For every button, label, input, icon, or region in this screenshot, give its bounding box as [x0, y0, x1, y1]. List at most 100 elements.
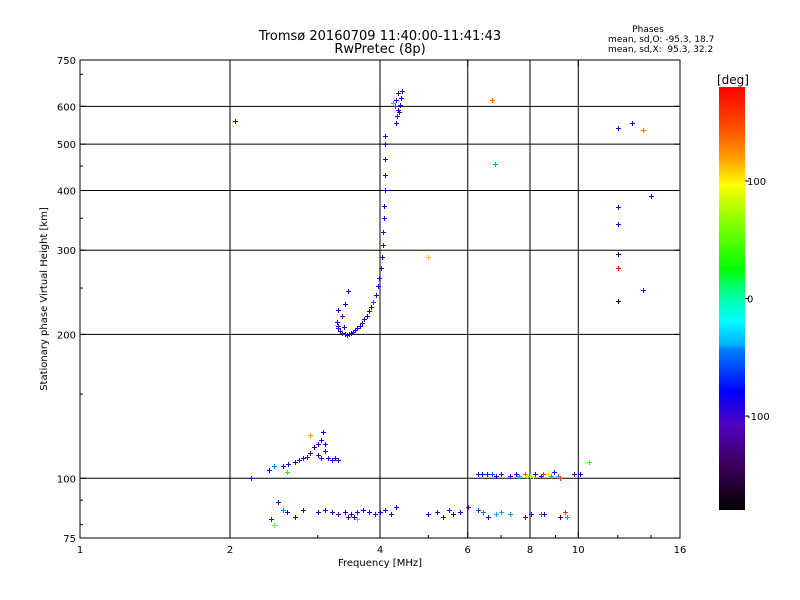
- data-point-v: [303, 508, 304, 513]
- data-point-v: [338, 324, 339, 329]
- data-point-v: [235, 119, 236, 124]
- colorbar: [719, 87, 745, 510]
- data-point: [490, 472, 495, 477]
- data-point: [276, 500, 281, 505]
- data-point-v: [335, 456, 336, 461]
- data-point: [373, 512, 378, 517]
- data-point: [383, 508, 388, 513]
- data-point-v: [391, 512, 392, 517]
- x-axis-label: Frequency [MHz]: [338, 558, 422, 569]
- data-point: [394, 121, 399, 126]
- data-point: [353, 328, 358, 333]
- data-point-v: [351, 512, 352, 517]
- data-point: [323, 449, 328, 454]
- data-point: [587, 460, 592, 465]
- data-point: [490, 98, 495, 103]
- data-point-v: [385, 134, 386, 139]
- data-point-v: [385, 142, 386, 147]
- data-point-v: [342, 314, 343, 319]
- data-point-v: [396, 121, 397, 126]
- data-point: [399, 96, 404, 101]
- y-tick-label: 100: [57, 474, 76, 485]
- data-point-v: [527, 474, 528, 479]
- data-point: [369, 305, 374, 310]
- data-point-v: [354, 515, 355, 520]
- data-point-v: [385, 157, 386, 162]
- x-tick-label: 1: [77, 545, 83, 556]
- data-point: [517, 474, 522, 479]
- data-point: [400, 89, 405, 94]
- axis-ticks: 1 2 4 6 8 10 16 75 100 200 300 400 500 600 750: [57, 56, 686, 556]
- data-point: [336, 458, 341, 463]
- data-point-v: [519, 474, 520, 479]
- data-point: [351, 330, 356, 335]
- data-point: [383, 142, 388, 147]
- data-point-v: [283, 508, 284, 513]
- data-point: [379, 266, 384, 271]
- data-point: [529, 512, 534, 517]
- data-point: [397, 110, 402, 115]
- data-point-v: [274, 523, 275, 528]
- data-point: [451, 512, 456, 517]
- data-point: [330, 510, 335, 515]
- data-point: [649, 194, 654, 199]
- data-point-v: [332, 458, 333, 463]
- data-point-v: [574, 472, 575, 477]
- data-point-v: [548, 472, 549, 477]
- data-point: [323, 442, 328, 447]
- data-point: [343, 302, 348, 307]
- y-tick-label: 400: [57, 186, 76, 197]
- data-point-v: [355, 328, 356, 333]
- data-point: [326, 456, 331, 461]
- data-point: [525, 474, 530, 479]
- data-point-v: [560, 476, 561, 481]
- chart-title: Tromsø 20160709 11:40:00-11:41:43: [258, 29, 501, 44]
- data-points: [233, 89, 654, 528]
- data-point: [316, 510, 321, 515]
- data-point-v: [535, 472, 536, 477]
- data-point-v: [460, 510, 461, 515]
- data-point: [301, 456, 306, 461]
- data-point-v: [363, 508, 364, 513]
- data-point: [316, 442, 321, 447]
- data-point: [272, 523, 277, 528]
- data-point: [352, 515, 357, 520]
- data-point-v: [492, 98, 493, 103]
- colorbar-tick-label: -100: [747, 412, 770, 423]
- data-point: [558, 515, 563, 520]
- data-point: [376, 284, 381, 289]
- colorbar-tick-label: 100: [747, 177, 766, 188]
- data-point-v: [482, 472, 483, 477]
- data-point: [383, 173, 388, 178]
- data-point-v: [385, 173, 386, 178]
- data-point: [565, 515, 570, 520]
- data-point: [338, 329, 343, 334]
- data-point: [458, 510, 463, 515]
- data-point: [466, 505, 471, 510]
- data-point: [641, 288, 646, 293]
- data-point: [371, 300, 376, 305]
- data-point: [514, 472, 519, 477]
- data-point: [308, 451, 313, 456]
- data-point-v: [362, 321, 363, 326]
- data-point: [233, 119, 238, 124]
- data-point: [556, 474, 561, 479]
- data-point: [316, 453, 321, 458]
- data-point: [616, 205, 621, 210]
- data-point: [476, 472, 481, 477]
- data-point-v: [357, 517, 358, 522]
- data-point-v: [381, 266, 382, 271]
- data-point: [267, 468, 272, 473]
- colorbar-ticks: 100 0 -100: [745, 177, 770, 423]
- data-point-v: [351, 331, 352, 336]
- data-point: [426, 255, 431, 260]
- data-point: [395, 114, 400, 119]
- data-point-v: [269, 468, 270, 473]
- data-point-v: [492, 472, 493, 477]
- data-point: [333, 456, 338, 461]
- data-point: [383, 188, 388, 193]
- data-point-v: [307, 455, 308, 460]
- data-point-v: [496, 512, 497, 517]
- data-point: [321, 430, 326, 435]
- y-tick-label: 75: [63, 534, 76, 545]
